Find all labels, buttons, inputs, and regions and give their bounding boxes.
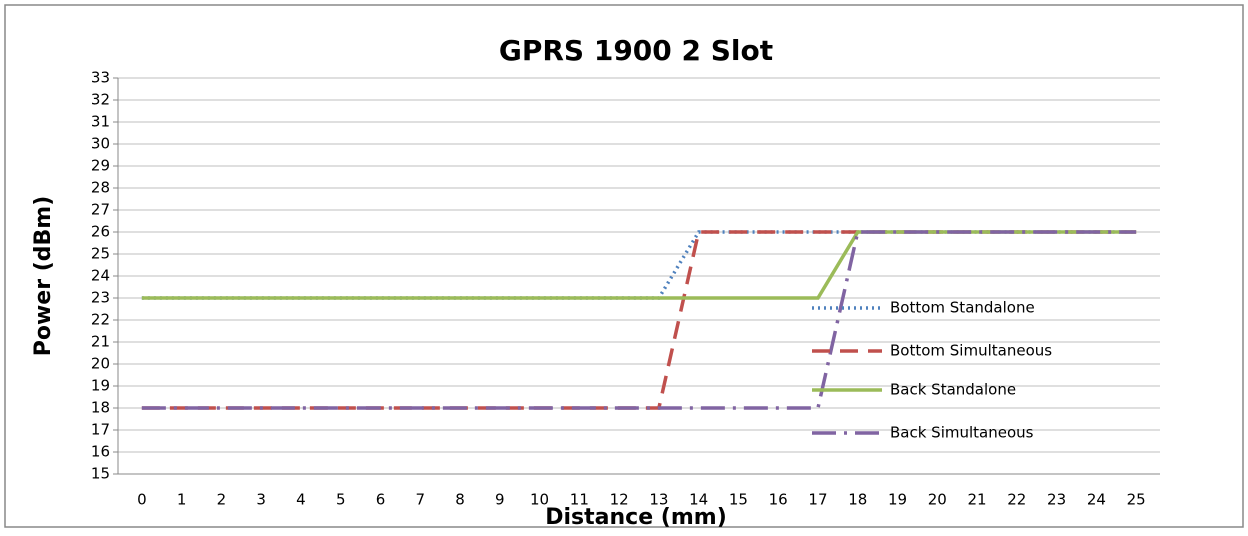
y-axis-label: Power (dBm)	[31, 196, 56, 357]
x-tick-label: 1	[177, 491, 187, 509]
x-tick-label: 22	[1007, 491, 1026, 509]
x-tick-label: 6	[376, 491, 386, 509]
y-tick-label: 25	[91, 245, 110, 263]
x-tick-label: 2	[217, 491, 227, 509]
x-tick-label: 8	[455, 491, 465, 509]
chart-title: GPRS 1900 2 Slot	[499, 34, 773, 67]
legend-label: Back Standalone	[890, 381, 1016, 399]
x-tick-label: 13	[649, 491, 668, 509]
y-tick-label: 32	[91, 91, 110, 109]
x-tick-label: 11	[570, 491, 589, 509]
y-tick-label: 17	[91, 421, 110, 439]
y-tick-label: 21	[91, 333, 110, 351]
y-tick-label: 31	[91, 113, 110, 131]
x-tick-label: 18	[848, 491, 867, 509]
y-tick-label: 20	[91, 355, 110, 373]
x-tick-label: 25	[1127, 491, 1146, 509]
x-tick-label: 20	[928, 491, 947, 509]
x-tick-label: 17	[808, 491, 827, 509]
x-tick-label: 19	[888, 491, 907, 509]
x-tick-label: 14	[689, 491, 708, 509]
y-tick-label: 23	[91, 289, 110, 307]
x-axis-label: Distance (mm)	[545, 505, 727, 530]
y-tick-label: 24	[91, 267, 110, 285]
y-tick-label: 33	[91, 69, 110, 87]
x-tick-label: 16	[769, 491, 788, 509]
x-tick-label: 10	[530, 491, 549, 509]
x-tick-label: 4	[296, 491, 306, 509]
y-tick-label: 30	[91, 135, 110, 153]
legend-label: Bottom Standalone	[890, 299, 1035, 317]
y-tick-label: 29	[91, 157, 110, 175]
x-tick-label: 7	[415, 491, 425, 509]
x-tick-label: 0	[137, 491, 147, 509]
y-tick-label: 22	[91, 311, 110, 329]
x-tick-label: 21	[968, 491, 987, 509]
y-tick-label: 18	[91, 399, 110, 417]
legend-label: Back Simultaneous	[890, 424, 1034, 442]
x-tick-label: 12	[610, 491, 629, 509]
x-tick-label: 9	[495, 491, 505, 509]
y-tick-label: 16	[91, 443, 110, 461]
x-tick-label: 3	[256, 491, 266, 509]
y-tick-label: 26	[91, 223, 110, 241]
chart-frame	[4, 4, 1244, 528]
x-tick-label: 23	[1047, 491, 1066, 509]
x-tick-label: 15	[729, 491, 748, 509]
y-tick-label: 28	[91, 179, 110, 197]
legend-label: Bottom Simultaneous	[890, 342, 1052, 360]
series-line	[141, 230, 1137, 410]
x-tick-label: 5	[336, 491, 346, 509]
y-tick-label: 19	[91, 377, 110, 395]
x-tick-label: 24	[1087, 491, 1106, 509]
y-tick-label: 27	[91, 201, 110, 219]
y-tick-label: 15	[91, 465, 110, 483]
